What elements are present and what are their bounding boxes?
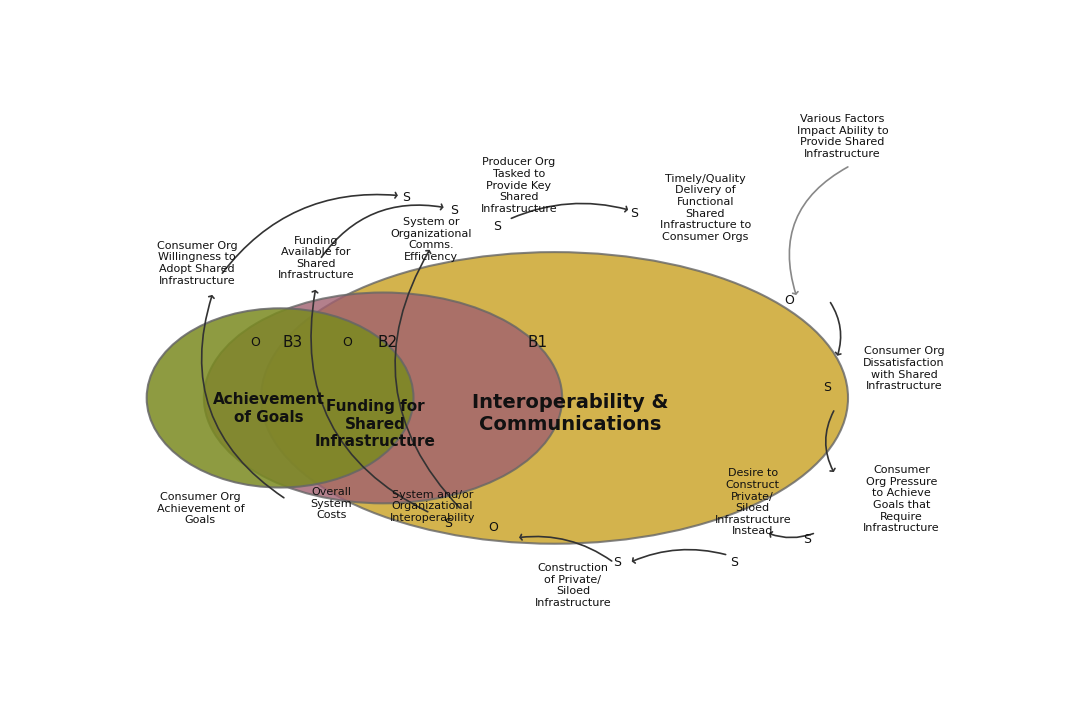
Text: Consumer
Org Pressure
to Achieve
Goals that
Require
Infrastructure: Consumer Org Pressure to Achieve Goals t… <box>863 465 940 534</box>
Text: B2: B2 <box>378 335 398 350</box>
Text: Consumer Org
Achievement of
Goals: Consumer Org Achievement of Goals <box>157 492 245 526</box>
Text: S: S <box>493 220 501 233</box>
Ellipse shape <box>261 252 848 544</box>
Text: O: O <box>489 521 499 534</box>
Text: O: O <box>250 336 260 349</box>
Text: Desire to
Construct
Private/
Siloed
Infrastructure
Instead: Desire to Construct Private/ Siloed Infr… <box>714 469 791 536</box>
Ellipse shape <box>203 292 563 503</box>
Text: S: S <box>630 207 637 220</box>
Text: Achievement
of Goals: Achievement of Goals <box>213 392 325 425</box>
Text: S: S <box>804 533 812 546</box>
Text: S: S <box>613 556 621 569</box>
Text: S: S <box>450 204 458 217</box>
Text: S: S <box>444 517 452 530</box>
Text: B3: B3 <box>282 335 303 350</box>
Text: Consumer Org
Dissatisfaction
with Shared
Infrastructure: Consumer Org Dissatisfaction with Shared… <box>863 346 945 391</box>
Text: System and/or
Organizational
Interoperability: System and/or Organizational Interoperab… <box>390 490 475 523</box>
Text: Timely/Quality
Delivery of
Functional
Shared
Infrastructure to
Consumer Orgs: Timely/Quality Delivery of Functional Sh… <box>660 174 751 242</box>
Text: Various Factors
Impact Ability to
Provide Shared
Infrastructure: Various Factors Impact Ability to Provid… <box>796 114 888 159</box>
Text: S: S <box>730 556 738 569</box>
Text: Funding for
Shared
Infrastructure: Funding for Shared Infrastructure <box>315 400 436 449</box>
Text: System or
Organizational
Comms.
Efficiency: System or Organizational Comms. Efficien… <box>391 217 472 262</box>
Text: Construction
of Private/
Siloed
Infrastructure: Construction of Private/ Siloed Infrastr… <box>535 563 611 608</box>
Text: Funding
Available for
Shared
Infrastructure: Funding Available for Shared Infrastruct… <box>278 235 354 280</box>
Text: Consumer Org
Willingness to
Adopt Shared
Infrastructure: Consumer Org Willingness to Adopt Shared… <box>157 241 237 286</box>
Text: Interoperability &
Communications: Interoperability & Communications <box>472 393 668 434</box>
Text: S: S <box>822 381 831 394</box>
Text: O: O <box>784 294 794 307</box>
Text: Producer Org
Tasked to
Provide Key
Shared
Infrastructure: Producer Org Tasked to Provide Key Share… <box>480 158 557 214</box>
Text: S: S <box>401 191 410 204</box>
Text: B1: B1 <box>528 335 547 350</box>
Text: Overall
System
Costs: Overall System Costs <box>311 487 352 520</box>
Text: O: O <box>342 336 352 349</box>
Ellipse shape <box>147 308 413 487</box>
